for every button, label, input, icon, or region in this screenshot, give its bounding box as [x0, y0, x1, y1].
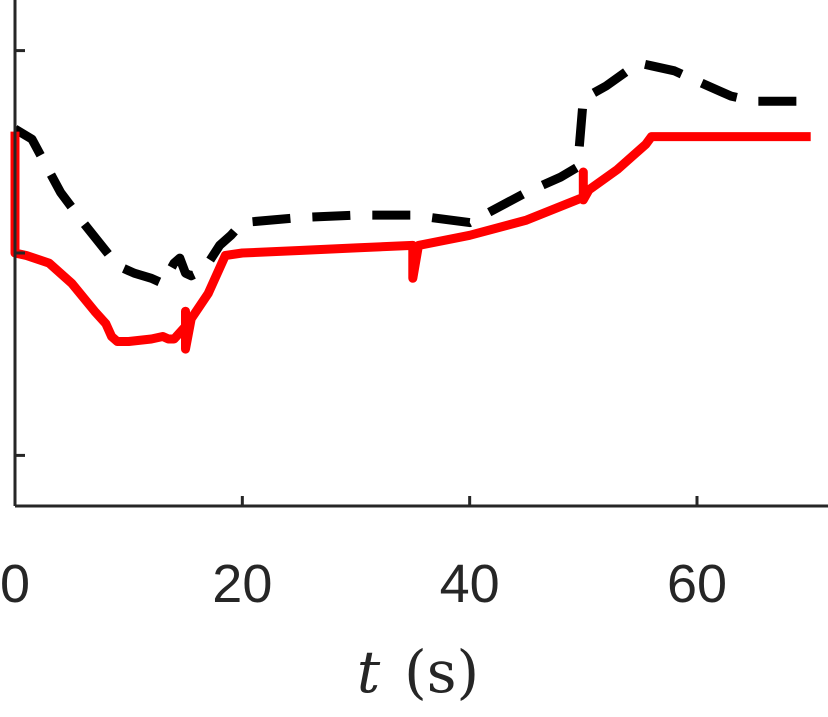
x-tick-label: 40: [440, 554, 500, 614]
x-axis-label-variable: t: [357, 638, 381, 706]
x-axis-label-unit: (s): [404, 638, 479, 706]
x-axis-label: t (s): [357, 638, 479, 706]
tick-layer: [15, 49, 699, 506]
x-tick-label: 0: [0, 554, 30, 614]
x-tick-label: 20: [212, 554, 272, 614]
series-layer: [10, 58, 811, 354]
series-line-solid: [10, 131, 811, 354]
series-line-dashed: [12, 58, 811, 288]
tick-label-layer: 0 20 40 60: [0, 554, 727, 614]
x-tick-label: 60: [667, 554, 727, 614]
